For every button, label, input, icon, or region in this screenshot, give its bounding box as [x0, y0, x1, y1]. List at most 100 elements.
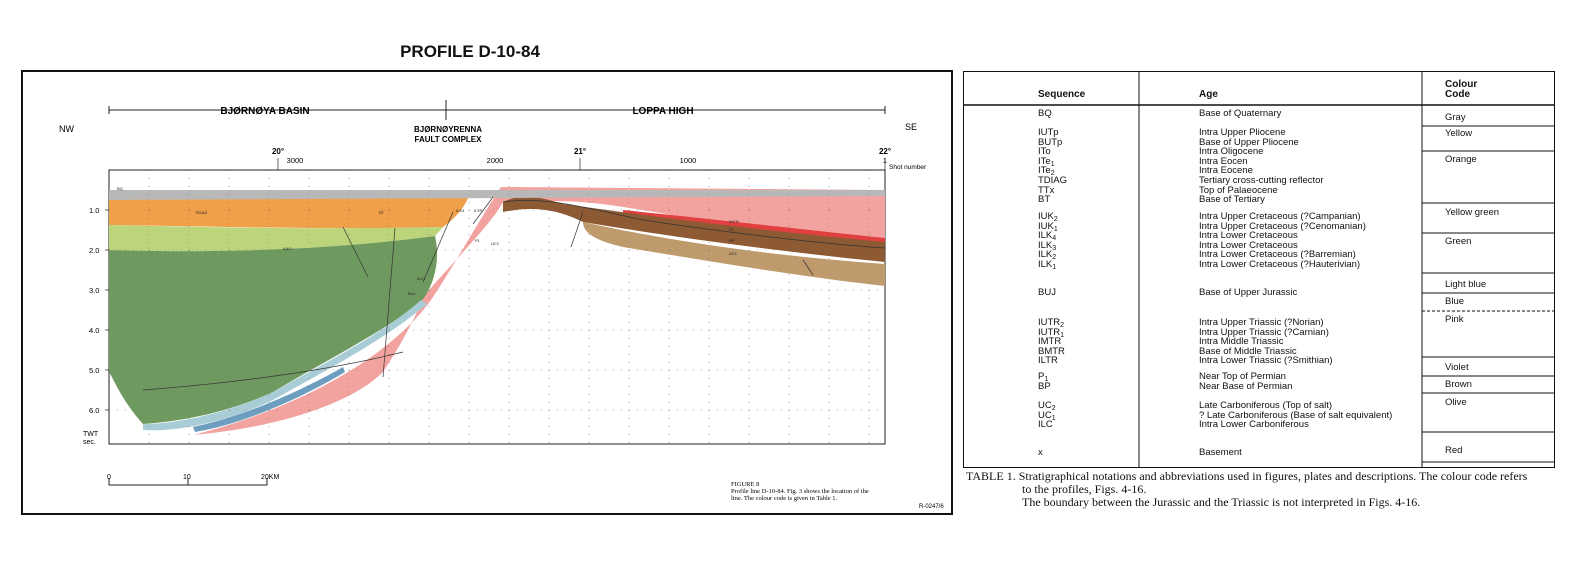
table-age-cell: Intra Upper Triassic (?Norian) [1199, 317, 1324, 328]
depth-tick-label: 5.0 [89, 366, 99, 375]
table-age-cell: Near Base of Permian [1199, 380, 1293, 392]
table-colour-cell: Brown [1445, 379, 1472, 390]
table-age-cell: Base of Tertiary [1199, 194, 1265, 206]
scale-label-10: 10 [183, 474, 191, 481]
table-age-cell: Tertiary cross-cutting reflector [1199, 175, 1324, 186]
horizon-label: UC1 [729, 251, 738, 256]
basin-label-left: BJØRNØYA BASIN [220, 106, 309, 117]
direction-nw: NW [59, 124, 74, 134]
table-age-cell: Basement [1199, 447, 1242, 458]
table-sequence-cell: ITe2 [1038, 165, 1055, 178]
profile-title: PROFILE D-10-84 [400, 42, 540, 61]
table-sequence-cell: UC2 [1038, 400, 1056, 412]
table-age-cell: Base of Middle Triassic [1199, 345, 1297, 357]
header-colour-2: Code [1445, 89, 1470, 100]
brown-layer [503, 196, 885, 262]
table-sequence-cell: IUK2 [1038, 211, 1058, 223]
table-sequence-cell: ILK3 [1038, 239, 1057, 252]
dotted-grid [109, 170, 885, 444]
horizon-label: ILK4 [456, 208, 465, 213]
longitude-label: 20° [272, 147, 284, 156]
longitude-label: 21° [574, 147, 586, 156]
horizon-label: BT [379, 210, 385, 215]
shot-number-caption: Shot number [889, 164, 927, 171]
depth-tick-label: 2.0 [89, 246, 99, 255]
figure-caption-1: FIGURE 8 [731, 481, 759, 488]
table-sequence-cell: IUTR2 [1038, 317, 1065, 329]
fault-line [382, 227, 396, 378]
table-age-cell: Intra Upper Triassic (?Carnian) [1199, 326, 1329, 338]
horizon-label: IMTR [729, 219, 739, 224]
table-colour-cell: Yellow green [1445, 207, 1500, 218]
table-colour-cell: Blue [1445, 296, 1465, 307]
table-colour-cell: Green [1445, 236, 1472, 247]
table-sequence-cell: TTx [1038, 184, 1055, 196]
table-age-cell: Intra Oligocene [1199, 146, 1264, 158]
shot-number-label: 2000 [487, 156, 504, 165]
shot-number-label: 1 [883, 156, 887, 165]
table-age-cell: Intra Lower Cretaceous [1199, 239, 1298, 251]
range-bar [108, 100, 886, 120]
table-caption-line-2: to the profiles, Figs. 4-16. [1022, 482, 1147, 496]
table-age-cell: Intra Lower Cretaceous [1199, 230, 1298, 242]
horizon-line [142, 351, 404, 391]
table-colour-cell: Gray [1445, 112, 1466, 123]
horizon-label: BP [729, 238, 735, 243]
table-age-cell: Intra Middle Triassic [1199, 336, 1284, 348]
gray-seabed [109, 190, 885, 200]
yellow-green-layer [109, 225, 443, 252]
direction-se: SE [905, 122, 917, 132]
fault-complex-label-2: FAULT COMPLEX [415, 135, 483, 144]
table-colour-cell: Red [1445, 445, 1463, 456]
table-sequence-cell: IUK1 [1038, 220, 1058, 233]
scale-bar [108, 478, 268, 486]
table-colour-cell: Pink [1445, 314, 1464, 325]
table-sequence-cell: BUJ [1038, 287, 1056, 298]
orange-layer [109, 198, 468, 229]
fault-line [472, 196, 494, 225]
table-age-cell: Intra Upper Cretaceous (?Cenomanian) [1199, 220, 1366, 232]
table-sequence-cell: ILK2 [1038, 249, 1057, 262]
table-age-cell: Intra Lower Triassic (?Smithian) [1199, 355, 1333, 367]
table-age-cell: Late Carboniferous (Top of salt) [1199, 400, 1333, 411]
fault-line [422, 211, 454, 283]
table-age-cell: Intra Upper Cretaceous (?Campanian) [1199, 211, 1361, 222]
table-sequence-cell: BUTp [1038, 136, 1063, 148]
fault-line [570, 211, 584, 248]
green-layer [109, 236, 438, 424]
horizon-label: BUJ [408, 291, 416, 296]
table-caption: TABLE 1. Stratigraphical notations and a… [966, 470, 1566, 509]
table-age-cell: Base of Quaternary [1199, 108, 1282, 119]
table-sequence-cell: ILC [1038, 419, 1053, 431]
table-sequence-cell: IUTp [1038, 127, 1059, 138]
table-caption-line-1: TABLE 1. Stratigraphical notations and a… [966, 469, 1528, 483]
shot-number-label: 1000 [680, 156, 697, 165]
table-age-cell: Intra Eocene [1199, 165, 1253, 177]
table-age-cell: Intra Upper Pliocene [1199, 127, 1286, 138]
table-sequence-cell: ILTR [1038, 355, 1058, 367]
fault-line [802, 259, 814, 276]
stratigraphy-table: Sequence Age Colour Code BQ Base of Quate… [963, 71, 1555, 468]
header-colour-1: Colour [1445, 79, 1478, 90]
seismic-profile-diagram: BJØRNØYA BASIN LOPPA HIGH BJØRNØYRENNA F… [59, 100, 944, 510]
horizon-label: ILTR [474, 208, 482, 213]
table-sequence-cell: IMTR [1038, 336, 1062, 348]
table-colour-cell: Violet [1445, 362, 1469, 373]
horizon-line [502, 199, 886, 249]
profile-figure: BJØRNØYA BASIN LOPPA HIGH BJØRNØYRENNA F… [21, 70, 953, 515]
table-age-cell: Intra Eocen [1199, 155, 1248, 167]
horizon-label: TDIAG [195, 210, 207, 215]
blue-band [193, 367, 345, 432]
table-colour-cell: Olive [1445, 397, 1467, 408]
figure-caption-3: line. The colour code is given in Table … [731, 495, 838, 502]
horizon-label: ILK1 [417, 276, 426, 281]
table-age-cell: Intra Lower Carboniferous [1199, 419, 1309, 431]
table-sequence-cell: BMTR [1038, 345, 1065, 357]
table-sequence-cell: P1 [1038, 371, 1049, 383]
table-sequence-cell: ITo [1038, 146, 1051, 158]
horizon-label: IUK1 [283, 246, 293, 251]
table-age-cell: Top of Palaeocene [1199, 184, 1278, 196]
table-sequence-cell: ILK4 [1038, 230, 1057, 243]
table-sequence-cell: BP [1038, 380, 1051, 392]
fault-line [342, 226, 369, 278]
